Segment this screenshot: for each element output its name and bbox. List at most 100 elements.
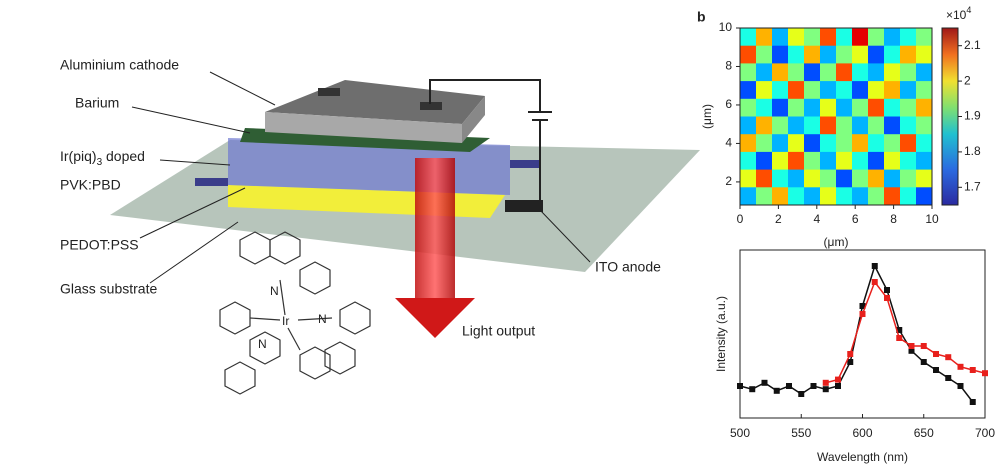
spectrum-point bbox=[884, 295, 890, 301]
heat-cell bbox=[756, 134, 773, 152]
spectrum-point bbox=[921, 359, 927, 365]
layer-label: Aluminium cathode bbox=[60, 57, 179, 73]
heat-cell bbox=[868, 46, 885, 64]
heat-cell bbox=[804, 134, 821, 152]
heat-cell bbox=[820, 117, 837, 135]
panel-label: b bbox=[697, 9, 706, 25]
heat-cell bbox=[772, 46, 789, 64]
anode-contact bbox=[505, 200, 543, 212]
spectrum-point bbox=[970, 367, 976, 373]
heat-cell bbox=[740, 28, 757, 46]
heat-cell bbox=[916, 134, 933, 152]
heat-cell bbox=[804, 187, 821, 205]
heat-cell bbox=[868, 99, 885, 117]
heat-cell bbox=[788, 170, 805, 188]
heat-cell bbox=[916, 99, 933, 117]
spectrum-point bbox=[835, 377, 841, 383]
spectrum-point bbox=[933, 367, 939, 373]
heat-cell bbox=[740, 187, 757, 205]
heat-cell bbox=[916, 170, 933, 188]
heat-cell bbox=[820, 134, 837, 152]
heat-cell bbox=[884, 99, 901, 117]
heat-cell bbox=[868, 81, 885, 99]
heat-cell bbox=[772, 187, 789, 205]
heat-cell bbox=[756, 187, 773, 205]
spectrum-point bbox=[945, 375, 951, 381]
heat-cell bbox=[820, 46, 837, 64]
x-axis-label: Wavelength (nm) bbox=[817, 450, 908, 464]
heat-cell bbox=[740, 117, 757, 135]
heat-cell bbox=[772, 81, 789, 99]
spectrum-point bbox=[909, 343, 915, 349]
heat-cell bbox=[868, 187, 885, 205]
y-tick-label: 2 bbox=[725, 174, 732, 188]
heat-cell bbox=[804, 46, 821, 64]
atom-label: N bbox=[318, 312, 327, 326]
heat-cell bbox=[740, 170, 757, 188]
spectrum-point bbox=[811, 383, 817, 389]
heat-cell bbox=[852, 187, 869, 205]
y-axis-label: (μm) bbox=[700, 104, 714, 129]
spectrum-point bbox=[737, 383, 743, 389]
heat-cell bbox=[772, 134, 789, 152]
heat-cell bbox=[900, 99, 917, 117]
heat-cell bbox=[740, 81, 757, 99]
heat-cell bbox=[852, 63, 869, 81]
heat-cell bbox=[788, 134, 805, 152]
heat-cell bbox=[772, 28, 789, 46]
heat-cell bbox=[836, 28, 853, 46]
heat-cell bbox=[916, 187, 933, 205]
heat-cell bbox=[756, 46, 773, 64]
x-tick-label: 700 bbox=[975, 426, 995, 440]
heat-cell bbox=[820, 63, 837, 81]
heat-cell bbox=[884, 81, 901, 99]
colorbar-tick-label: 2 bbox=[964, 73, 971, 87]
x-tick-label: 8 bbox=[890, 212, 897, 226]
heat-cell bbox=[900, 152, 917, 170]
atom-label: Ir bbox=[282, 314, 289, 328]
heat-cell bbox=[916, 152, 933, 170]
label-part: doped bbox=[102, 148, 145, 164]
heat-cell bbox=[836, 152, 853, 170]
x-tick-label: 500 bbox=[730, 426, 750, 440]
heat-cell bbox=[868, 117, 885, 135]
heat-cell bbox=[788, 187, 805, 205]
spectrum-point bbox=[774, 388, 780, 394]
heat-cell bbox=[852, 117, 869, 135]
heat-cell bbox=[788, 81, 805, 99]
heat-cell bbox=[804, 99, 821, 117]
layer-label: Ir(piq)3 doped bbox=[60, 148, 145, 168]
y-axis-label: Intensity (a.u.) bbox=[714, 296, 728, 372]
spectrum-point bbox=[872, 279, 878, 285]
contact bbox=[510, 160, 540, 168]
colorbar-tick-label: 1.7 bbox=[964, 179, 981, 193]
heat-cell bbox=[884, 28, 901, 46]
heat-cell bbox=[836, 117, 853, 135]
spectrum-point bbox=[872, 263, 878, 269]
spectrum-point bbox=[749, 386, 755, 392]
spectrum-point bbox=[762, 380, 768, 386]
heat-cell bbox=[900, 63, 917, 81]
heat-cell bbox=[884, 152, 901, 170]
heat-cell bbox=[868, 28, 885, 46]
heat-cell bbox=[804, 170, 821, 188]
spectrum-point bbox=[884, 287, 890, 293]
heat-cell bbox=[884, 134, 901, 152]
heat-cell bbox=[836, 134, 853, 152]
light-beam bbox=[415, 158, 455, 298]
heat-cell bbox=[868, 170, 885, 188]
heat-cell bbox=[788, 99, 805, 117]
colorbar-tick-label: 1.9 bbox=[964, 109, 981, 123]
heat-cell bbox=[916, 63, 933, 81]
spectrum-point bbox=[921, 343, 927, 349]
x-tick-label: 650 bbox=[914, 426, 934, 440]
atom-label: N bbox=[270, 284, 279, 298]
layer-label: Barium bbox=[75, 95, 119, 111]
heat-cell bbox=[804, 81, 821, 99]
heat-cell bbox=[916, 117, 933, 135]
heat-cell bbox=[756, 152, 773, 170]
colorbar bbox=[942, 28, 958, 205]
heat-cell bbox=[916, 81, 933, 99]
heat-cell bbox=[740, 99, 757, 117]
heat-cell bbox=[836, 170, 853, 188]
